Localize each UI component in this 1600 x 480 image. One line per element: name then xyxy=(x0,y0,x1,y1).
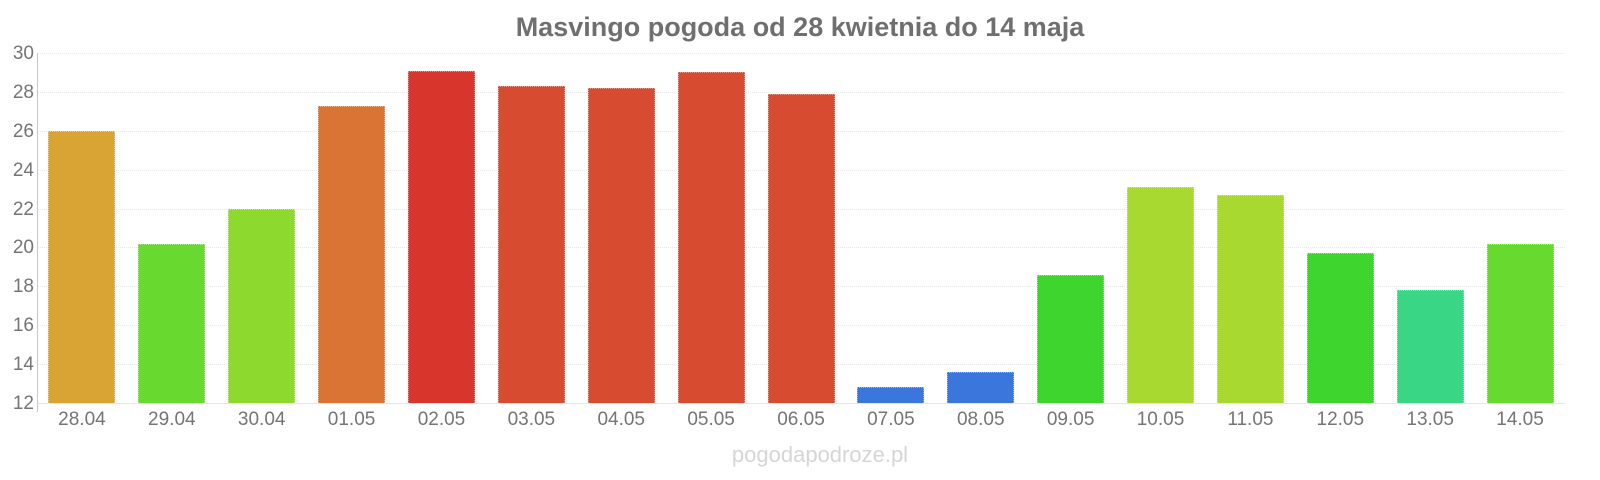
x-axis-tick-12.05: 12.05 xyxy=(1316,409,1365,430)
x-axis-tick-10.05: 10.05 xyxy=(1136,409,1185,430)
x-axis-tick-07.05: 07.05 xyxy=(867,409,915,430)
y-axis-tick-18: 18 xyxy=(12,276,34,298)
bar-02.05[interactable] xyxy=(407,70,475,403)
y-axis-tick-30: 30 xyxy=(12,43,34,64)
x-axis-tick-13.05: 13.05 xyxy=(1406,409,1454,430)
x-axis-tick-04.05: 04.05 xyxy=(597,409,645,430)
bar-11.05[interactable] xyxy=(1216,194,1284,403)
y-axis-tick-20: 20 xyxy=(12,237,34,259)
bar-05.05[interactable] xyxy=(677,72,745,403)
bar-04.05[interactable] xyxy=(587,88,655,403)
bar-12.05[interactable] xyxy=(1306,253,1374,403)
y-axis-tick-12: 12 xyxy=(12,393,34,414)
y-axis-line xyxy=(37,53,38,412)
x-axis-tick-30.04: 30.04 xyxy=(237,409,286,430)
y-axis-tick-28: 28 xyxy=(12,81,34,103)
bar-14.05[interactable] xyxy=(1486,243,1554,403)
bar-10.05[interactable] xyxy=(1127,187,1195,403)
bar-13.05[interactable] xyxy=(1396,290,1464,403)
bar-30.04[interactable] xyxy=(228,208,296,403)
bar-28.04[interactable] xyxy=(48,130,116,403)
x-axis-tick-14.05: 14.05 xyxy=(1496,409,1544,430)
bar-09.05[interactable] xyxy=(1037,274,1105,403)
gridline-28 xyxy=(37,91,1565,93)
bar-08.05[interactable] xyxy=(947,371,1015,403)
x-axis-tick-02.05: 02.05 xyxy=(417,409,466,430)
x-axis-tick-06.05: 06.05 xyxy=(777,409,825,430)
x-axis-tick-05.05: 05.05 xyxy=(687,409,735,430)
x-axis-tick-28.04: 28.04 xyxy=(58,409,106,430)
y-axis-tick-14: 14 xyxy=(12,354,34,376)
chart-title: Masvingo pogoda od 28 kwietnia do 14 maj… xyxy=(515,12,1085,42)
bar-06.05[interactable] xyxy=(767,93,835,403)
y-axis-tick-16: 16 xyxy=(12,315,34,337)
x-axis-tick-08.05: 08.05 xyxy=(956,409,1005,430)
watermark-text: pogodapodroze.pl xyxy=(731,442,909,467)
x-axis-tick-09.05: 09.05 xyxy=(1046,409,1095,430)
x-axis-tick-01.05: 01.05 xyxy=(327,409,376,430)
x-axis-tick-11.05: 11.05 xyxy=(1227,409,1274,430)
x-axis-tick-29.04: 29.04 xyxy=(148,409,196,430)
bar-29.04[interactable] xyxy=(138,243,206,403)
gridline-30 xyxy=(37,53,1565,54)
x-axis-tick-03.05: 03.05 xyxy=(507,409,556,430)
x-axis-line xyxy=(37,403,1565,404)
bar-01.05[interactable] xyxy=(318,105,386,403)
bar-07.05[interactable] xyxy=(857,387,925,403)
y-axis-tick-24: 24 xyxy=(12,159,34,181)
y-axis-tick-26: 26 xyxy=(12,120,34,142)
y-axis-tick-22: 22 xyxy=(12,198,34,220)
bar-03.05[interactable] xyxy=(497,86,565,403)
